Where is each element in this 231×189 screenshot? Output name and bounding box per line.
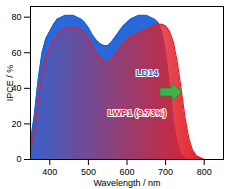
svg-text:60: 60 <box>11 48 21 58</box>
svg-text:LD14: LD14 <box>136 68 158 78</box>
svg-text:0: 0 <box>16 154 21 164</box>
svg-text:500: 500 <box>81 167 96 177</box>
svg-text:LWP1 (9.73%): LWP1 (9.73%) <box>108 108 167 118</box>
svg-text:400: 400 <box>42 167 57 177</box>
svg-text:80: 80 <box>11 12 21 22</box>
svg-text:600: 600 <box>119 167 134 177</box>
svg-text:IPCE / %: IPCE / % <box>5 65 15 102</box>
svg-text:800: 800 <box>197 167 212 177</box>
svg-text:Wavelength / nm: Wavelength / nm <box>93 178 160 188</box>
svg-text:700: 700 <box>158 167 173 177</box>
svg-text:40: 40 <box>11 83 22 94</box>
svg-text:20: 20 <box>11 119 21 129</box>
